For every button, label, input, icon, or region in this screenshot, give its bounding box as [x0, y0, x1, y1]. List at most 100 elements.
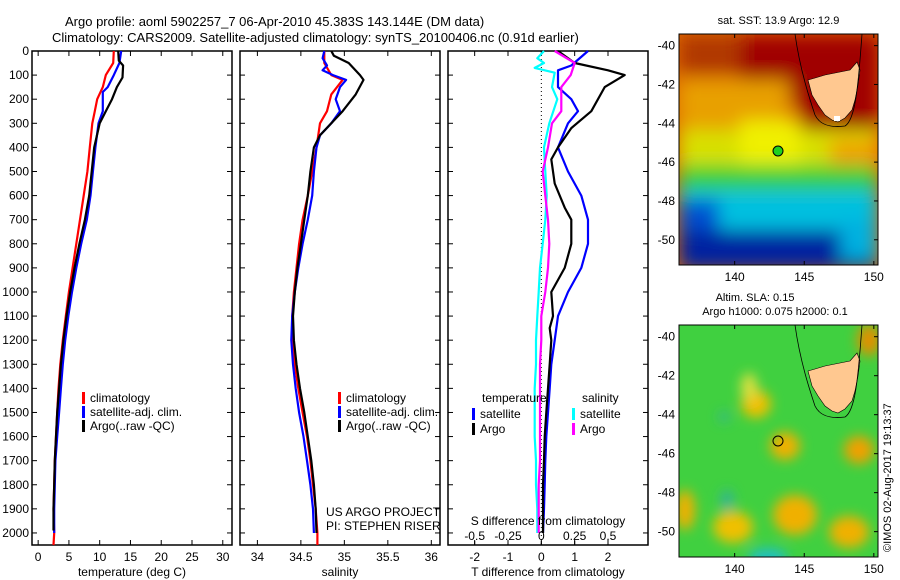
x-tick-label: 25 — [185, 550, 199, 564]
map-title-line-2: Argo h1000: 0.075 h2000: 0.1 — [702, 306, 848, 318]
x-axis-label: salinity — [322, 565, 359, 579]
y-tick-label: 900 — [9, 261, 29, 275]
y-tick-label: 1200 — [2, 333, 29, 347]
legend-swatch — [82, 420, 85, 432]
legend-label: satellite — [480, 407, 521, 421]
map-x-tick-label: 150 — [864, 562, 884, 576]
x-tick-label: 35.5 — [376, 550, 400, 564]
panel-difference: -2 -1 0 1 2T difference from climatology S di… — [447, 50, 649, 579]
x2-tick-label: 0.25 — [563, 529, 587, 543]
map-x-tick-label: 140 — [725, 270, 745, 284]
x-tick-label: 15 — [124, 550, 138, 564]
y-tick-label: 100 — [9, 68, 29, 82]
title-line-1: Argo profile: aoml 5902257_7 06-Apr-2010… — [65, 14, 485, 29]
legend-label: Argo(..raw -QC) — [346, 419, 431, 433]
legend-label: satellite-adj. clim. — [90, 405, 182, 419]
plot-frame — [447, 50, 649, 546]
legend-swatch — [472, 408, 475, 420]
series-line-satellite-adj-clim- — [53, 50, 123, 533]
map-y-tick-label: -42 — [658, 77, 676, 91]
series-line-temperature-satellite — [541, 50, 590, 534]
map-y-tick-label: -50 — [658, 525, 676, 539]
argo-position-marker — [772, 145, 784, 157]
credit-annotation: US ARGO PROJECT — [326, 505, 441, 519]
series-line-argo-raw-qc- — [291, 50, 365, 534]
map-title: sat. SST: 13.9 Argo: 12.9 — [718, 15, 840, 27]
y-tick-label: 2000 — [2, 526, 29, 540]
x-axis-label: T difference from climatology — [471, 565, 625, 579]
y-tick-label: 1700 — [2, 454, 29, 468]
tasmania-land — [807, 61, 861, 123]
legend-label: satellite — [580, 407, 621, 421]
series-line-temperature-argo — [541, 50, 626, 533]
credit-annotation: PI: STEPHEN RISER — [326, 519, 441, 533]
legend-swatch — [82, 406, 85, 418]
map-axes-sla-map: 140 145 150 -40 -42 -44 -46 -48 -50 Altim. SLA: 0… — [658, 292, 885, 576]
map-y-tick-label: -44 — [658, 116, 676, 130]
title-line-2: Climatology: CARS2009. Satellite-adjuste… — [52, 30, 579, 45]
x-tick-label: 1 — [571, 550, 578, 564]
x-tick-label: 20 — [155, 550, 169, 564]
map-y-tick-label: -46 — [658, 447, 676, 461]
series-line-climatology — [52, 50, 115, 546]
y-tick-label: 1100 — [3, 309, 29, 323]
x2-tick-label: -0.25 — [494, 529, 522, 543]
y-tick-label: 1600 — [2, 430, 29, 444]
y-tick-label: 200 — [9, 92, 29, 106]
x-tick-label: 30 — [216, 550, 230, 564]
sla-map — [678, 324, 879, 558]
y-tick-label: 400 — [9, 140, 29, 154]
map-y-tick-label: -44 — [658, 408, 676, 422]
legend-swatch — [82, 392, 85, 404]
y-tick-label: 1000 — [2, 285, 29, 299]
map-y-tick-label: -42 — [658, 369, 676, 383]
y-tick-label: 700 — [9, 213, 29, 227]
map-x-tick-label: 145 — [794, 270, 814, 284]
x-tick-label: 34 — [251, 550, 265, 564]
y-tick-label: 600 — [9, 189, 29, 203]
y-tick-label: 1500 — [2, 405, 29, 419]
x-tick-label: 0 — [538, 550, 545, 564]
legend-label: Argo — [580, 422, 606, 436]
x2-tick-label: -0.5 — [464, 529, 485, 543]
legend-swatch — [572, 423, 575, 435]
bathymetry-contour — [794, 34, 863, 127]
sla-field — [679, 325, 878, 557]
map-x-tick-label: 140 — [725, 562, 745, 576]
x-axis-label: temperature (deg C) — [78, 565, 186, 579]
x-tick-label: 34.5 — [289, 550, 313, 564]
legend-label: climatology — [346, 391, 406, 405]
legend-label: climatology — [90, 391, 150, 405]
panel-temperature: 0 5 10 15 20 25 30 temperature (deg C) 0 100 200 30… — [2, 44, 233, 579]
tasmania-land — [807, 352, 861, 414]
plot-frame — [31, 50, 233, 546]
x-tick-label: 0 — [35, 550, 42, 564]
legend-label: Argo(..raw -QC) — [90, 419, 175, 433]
sst-map — [678, 33, 879, 266]
panel-salinity: 34 34.5 35 35.5 36 salinity climatologysatelli… — [239, 50, 441, 579]
argo-position-marker — [772, 435, 784, 447]
y-tick-label: 1400 — [2, 381, 29, 395]
timestamp-stamp: ©IMOS 02-Aug-2017 19:13:37 — [882, 403, 894, 552]
x-tick-label: -1 — [503, 550, 514, 564]
legend-heading: salinity — [582, 391, 619, 405]
map-y-tick-label: -48 — [658, 194, 676, 208]
y-tick-label: 300 — [9, 116, 29, 130]
series-line-argo-raw-qc- — [52, 50, 125, 531]
y-tick-label: 1800 — [2, 478, 29, 492]
x2-tick-label: 0 — [538, 529, 545, 543]
y-tick-label: 800 — [9, 237, 29, 251]
map-axes-sst-map: 140 145 150 -40 -42 -44 -46 -48 -50 sat. SST: 13.… — [658, 15, 885, 284]
map-y-tick-label: -48 — [658, 486, 676, 500]
map-x-tick-label: 150 — [864, 270, 884, 284]
series-line-climatology — [291, 51, 344, 545]
series-line-satellite-adj-clim- — [290, 50, 348, 534]
bathymetry-contour — [794, 325, 863, 418]
legend-swatch — [572, 408, 575, 420]
legend-swatch — [472, 423, 475, 435]
legend-heading: temperature — [482, 391, 547, 405]
x2-tick-label: 0.5 — [600, 529, 617, 543]
x-tick-label: 2 — [605, 550, 612, 564]
